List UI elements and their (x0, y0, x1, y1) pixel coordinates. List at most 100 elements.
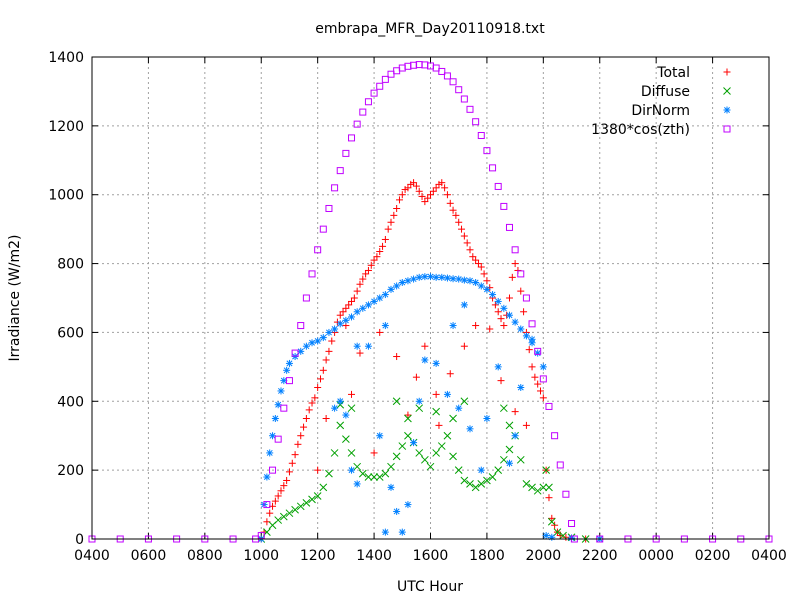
plus-point (398, 191, 406, 199)
x-tick-label: 0800 (187, 548, 223, 564)
x-tick-label: 1400 (356, 548, 392, 564)
cross-point (364, 473, 373, 481)
star-point (494, 297, 502, 305)
cross-point (370, 473, 378, 481)
square-point (314, 246, 322, 254)
star-point (376, 294, 384, 302)
square-point (319, 225, 327, 233)
star-point (331, 325, 339, 333)
plus-point (525, 346, 533, 354)
plus-point (322, 356, 330, 364)
star-point (528, 335, 536, 343)
plus-point (314, 466, 322, 474)
plus-point (441, 184, 449, 192)
plus-point (367, 261, 375, 269)
plus-point (325, 347, 333, 355)
square-point (370, 89, 378, 97)
cross-point (336, 421, 345, 430)
star-point (359, 304, 367, 312)
square-point (398, 64, 406, 72)
y-tick-label: 1400 (48, 50, 84, 66)
plus-point (562, 533, 570, 541)
star-point (398, 528, 406, 536)
cross-point (392, 452, 401, 461)
plus-point (522, 421, 530, 429)
cross-point (460, 476, 469, 485)
star-point (331, 404, 339, 412)
star-point (364, 301, 372, 309)
star-point (393, 507, 401, 515)
plus-point (539, 394, 547, 402)
square-point (483, 147, 491, 155)
plus-point (356, 280, 364, 288)
plus-point (353, 287, 361, 295)
star-point (415, 397, 423, 405)
star-point (353, 308, 361, 316)
plus-point (446, 199, 454, 207)
star-point (472, 279, 480, 287)
square-point (489, 164, 497, 172)
plus-point (412, 182, 420, 190)
plus-point (305, 406, 313, 414)
square-point (376, 82, 384, 90)
star-point (348, 313, 356, 321)
star-point (283, 366, 291, 374)
x-tick-label: 1600 (413, 548, 449, 564)
plus-point (271, 497, 279, 505)
cross-point (392, 397, 401, 406)
star-point (263, 473, 271, 481)
plus-point (537, 387, 545, 395)
star-point (269, 432, 277, 440)
star-point (460, 301, 468, 309)
legend: Total Diffuse DirNorm 1380*cos(zth) (591, 65, 731, 138)
cross-point (291, 505, 299, 514)
cross-point (494, 466, 503, 474)
square-point (342, 149, 350, 157)
star-point (398, 279, 406, 287)
square-point (539, 375, 547, 383)
cross-point (381, 469, 390, 478)
x-tick-label: 0400 (74, 548, 110, 564)
cross-point (404, 414, 412, 423)
plus-point (316, 375, 324, 383)
star-point (381, 528, 389, 536)
plus-point (452, 211, 460, 219)
square-point (500, 202, 508, 210)
square-point (455, 86, 463, 94)
cross-point (553, 528, 562, 536)
square-point (274, 435, 282, 443)
plus-point (297, 432, 305, 440)
y-axis-ticks: 0 200 400 600 800 1000 1200 1400 (48, 50, 769, 548)
star-point (410, 439, 418, 447)
plus-point (531, 373, 539, 381)
star-point (466, 277, 474, 285)
star-point (460, 276, 468, 284)
star-point (489, 291, 497, 299)
cross-point (477, 480, 486, 488)
plus-point (356, 349, 364, 357)
square-point (443, 72, 451, 80)
cross-point (466, 480, 474, 488)
star-point (517, 384, 525, 392)
plus-point (460, 232, 468, 240)
plus-point (438, 179, 446, 187)
cross-point (505, 445, 514, 454)
cross-point (319, 483, 328, 492)
cross-point (449, 452, 457, 461)
square-point (528, 320, 536, 328)
square-point (353, 120, 361, 128)
plus-point (511, 260, 519, 268)
x-tick-label: 2200 (582, 548, 618, 564)
star-point (427, 273, 434, 281)
square-point (551, 432, 559, 440)
cross-point (516, 455, 525, 464)
star-point (500, 304, 508, 312)
legend-label: Total (656, 65, 690, 81)
legend-marker (723, 87, 731, 95)
cross-point (415, 449, 424, 457)
cross-point (545, 483, 553, 492)
square-point (511, 246, 519, 254)
plus-point (486, 325, 494, 333)
cross-point (460, 397, 469, 406)
